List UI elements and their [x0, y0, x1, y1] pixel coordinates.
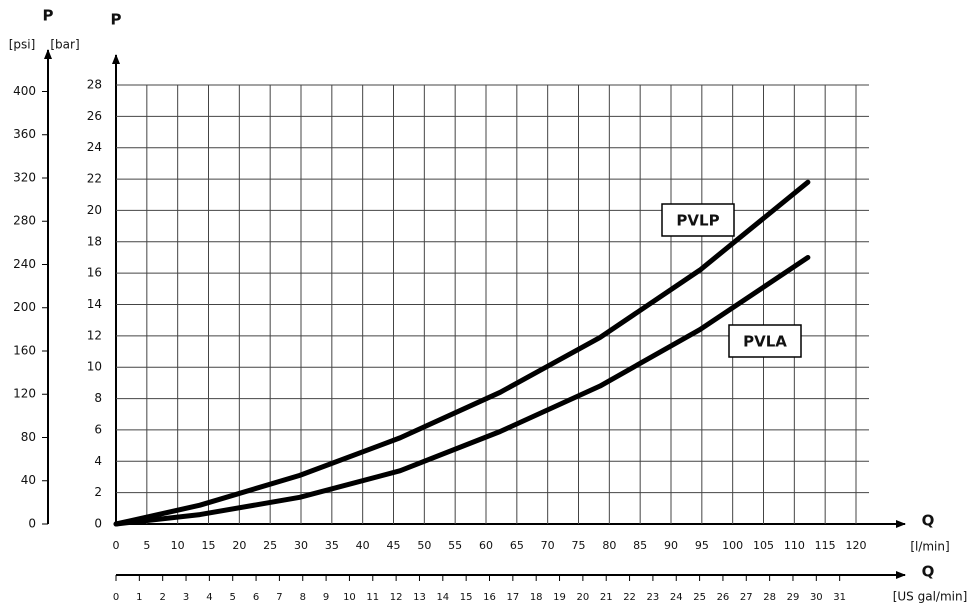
- x2-tick-label: 27: [740, 592, 753, 603]
- x2-tick-label: 0: [113, 592, 119, 603]
- x2-tick-label: 12: [390, 592, 403, 603]
- series-line: [113, 179, 811, 527]
- x-tick-label: 110: [784, 539, 805, 552]
- x2-tick-label: 3: [183, 592, 189, 603]
- x2-tick-label: 19: [553, 592, 566, 603]
- x-tick-label: 5: [143, 539, 150, 552]
- x-tick-label: 80: [602, 539, 616, 552]
- x2-tick-label: 18: [530, 592, 543, 603]
- y-tick-label: 12: [87, 328, 102, 342]
- y-tick-label: 20: [87, 203, 102, 217]
- x-tick-label: 90: [664, 539, 678, 552]
- x-tick-label: 115: [815, 539, 836, 552]
- series-line: [113, 254, 811, 527]
- x-tick-label: 70: [541, 539, 555, 552]
- y2-tick-label: 200: [13, 300, 36, 314]
- y2-tick-label: 120: [13, 387, 36, 401]
- x2-tick-label: 20: [577, 592, 590, 603]
- x2-tick-label: 4: [206, 592, 212, 603]
- x-tick-label: 55: [448, 539, 462, 552]
- x-tick-label: 75: [572, 539, 586, 552]
- x2-label: Q: [922, 563, 935, 581]
- x-tick-label: 10: [171, 539, 185, 552]
- y2-tick-label: 360: [13, 127, 36, 141]
- x2-tick-label: 13: [413, 592, 426, 603]
- x-tick-label: 95: [695, 539, 709, 552]
- y2-label: P: [43, 7, 54, 25]
- y2-tick-label: 40: [21, 473, 36, 487]
- x-label: Q: [922, 512, 935, 530]
- x2-tick-label: 7: [276, 592, 282, 603]
- x-tick-label: 50: [417, 539, 431, 552]
- legend-label: PVLA: [743, 333, 787, 351]
- x-tick-label: 105: [753, 539, 774, 552]
- x2-tick-label: 31: [833, 592, 846, 603]
- x2-tick-label: 26: [717, 592, 730, 603]
- x-tick-label: 30: [294, 539, 308, 552]
- y2-tick-label: 160: [13, 343, 36, 357]
- y-tick-label: 24: [87, 140, 102, 154]
- x-tick-label: 40: [356, 539, 370, 552]
- x2-tick-label: 6: [253, 592, 259, 603]
- x2-tick-label: 25: [693, 592, 706, 603]
- x-tick-label: 120: [846, 539, 867, 552]
- y-label: P: [111, 11, 122, 29]
- y-tick-label: 8: [94, 391, 102, 405]
- legend-box: [728, 324, 802, 358]
- x2-tick-label: 30: [810, 592, 823, 603]
- x2-tick-label: 16: [483, 592, 496, 603]
- y-tick-label: 26: [87, 109, 102, 123]
- x-tick-label: 15: [202, 539, 216, 552]
- x-tick-label: 20: [232, 539, 246, 552]
- x2-tick-label: 24: [670, 592, 683, 603]
- x2-tick-label: 21: [600, 592, 613, 603]
- y-tick-label: 14: [87, 297, 102, 311]
- y-tick-label: 10: [87, 360, 102, 374]
- x2-tick-label: 15: [460, 592, 473, 603]
- x-tick-label: 25: [263, 539, 277, 552]
- y-tick-label: 2: [94, 485, 102, 499]
- y2-tick-label: 0: [28, 517, 36, 531]
- y2-tick-label: 240: [13, 257, 36, 271]
- x2-tick-label: 1: [136, 592, 142, 603]
- legend-box: [661, 203, 735, 237]
- x2-tick-label: 22: [623, 592, 636, 603]
- x2-tick-label: 11: [366, 592, 379, 603]
- x2-tick-label: 9: [323, 592, 329, 603]
- x2-tick-label: 23: [647, 592, 660, 603]
- legend-label: PVLP: [676, 212, 719, 230]
- x-tick-label: 65: [510, 539, 524, 552]
- y-tick-label: 16: [87, 266, 102, 280]
- x2-tick-label: 29: [787, 592, 800, 603]
- x-unit: [l/min]: [910, 540, 949, 554]
- x-tick-label: 60: [479, 539, 493, 552]
- y-tick-label: 18: [87, 234, 102, 248]
- y2-tick-label: 80: [21, 430, 36, 444]
- y-tick-label: 6: [94, 422, 102, 436]
- x-tick-label: 45: [387, 539, 401, 552]
- x-tick-label: 100: [722, 539, 743, 552]
- y2-tick-label: 400: [13, 84, 36, 98]
- y-tick-label: 22: [87, 172, 102, 186]
- x2-tick-label: 2: [160, 592, 166, 603]
- y-tick-label: 28: [87, 78, 102, 92]
- y2-tick-label: 320: [13, 170, 36, 184]
- x2-unit: [US gal/min]: [893, 590, 968, 604]
- y-unit: [bar]: [50, 38, 79, 52]
- y-tick-label: 4: [94, 454, 102, 468]
- x-tick-label: 85: [633, 539, 647, 552]
- x-tick-label: 35: [325, 539, 339, 552]
- y-tick-label: 0: [94, 517, 102, 531]
- y2-unit: [psi]: [9, 38, 36, 52]
- x2-tick-label: 10: [343, 592, 356, 603]
- y2-tick-label: 280: [13, 214, 36, 228]
- x2-tick-label: 8: [300, 592, 306, 603]
- x2-tick-label: 28: [763, 592, 776, 603]
- x-tick-label: 0: [113, 539, 120, 552]
- x2-tick-label: 17: [506, 592, 519, 603]
- x2-tick-label: 5: [230, 592, 236, 603]
- x2-tick-label: 14: [436, 592, 449, 603]
